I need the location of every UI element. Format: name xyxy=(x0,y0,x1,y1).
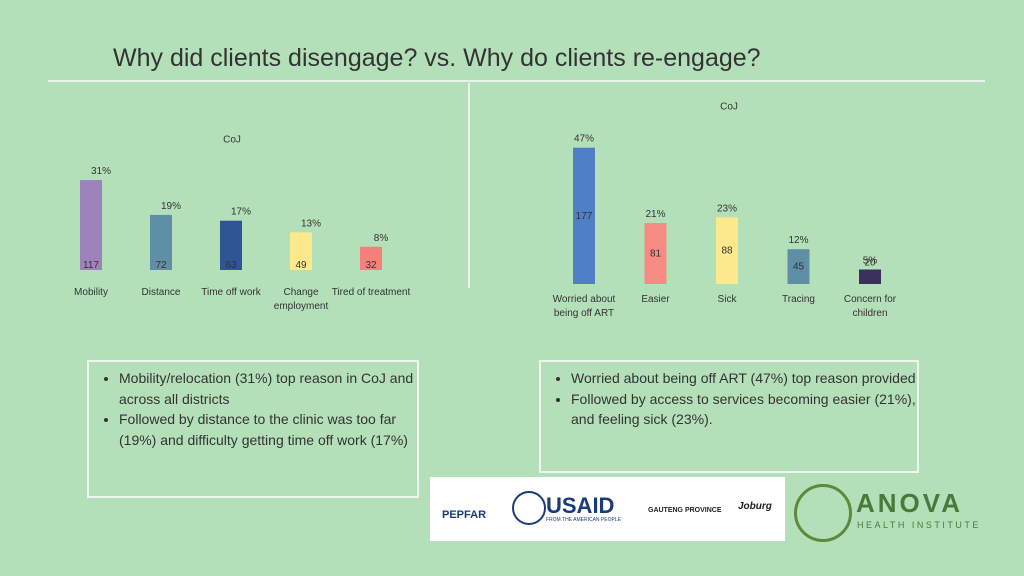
logo: GAUTENG PROVINCE xyxy=(648,507,722,514)
count-label: 117 xyxy=(83,260,99,271)
x-tick-label: Change employment xyxy=(273,287,329,312)
bullet: Followed by distance to the clinic was t… xyxy=(119,409,417,450)
logo: Joburg xyxy=(738,501,772,512)
count-label: 177 xyxy=(576,211,593,222)
bullet: Worried about being off ART (47%) top re… xyxy=(571,368,917,389)
bullet: Followed by access to services becoming … xyxy=(571,389,917,430)
count-label: 49 xyxy=(295,260,307,271)
x-tick-label: Concern for children xyxy=(843,294,897,319)
anova-emblem xyxy=(794,484,852,542)
value-label: 8% xyxy=(374,233,389,244)
bar xyxy=(360,246,382,270)
value-label: 31% xyxy=(91,166,111,177)
count-label: 32 xyxy=(365,260,377,271)
count-label: 72 xyxy=(155,260,167,271)
x-tick-label: Distance xyxy=(141,287,181,298)
note-box: Mobility/relocation (31%) top reason in … xyxy=(87,360,419,498)
bullet-list: Worried about being off ART (47%) top re… xyxy=(541,368,917,430)
divider xyxy=(468,83,470,288)
note-box: Worried about being off ART (47%) top re… xyxy=(539,360,919,473)
bar xyxy=(220,220,242,270)
logo-strip: PEPFAR USAID FROM THE AMERICAN PEOPLE GA… xyxy=(430,477,785,541)
bar xyxy=(644,223,667,284)
value-label: 13% xyxy=(301,218,321,229)
value-label: 5% xyxy=(863,256,878,267)
x-tick-label: Sick xyxy=(717,294,737,305)
logo: USAID xyxy=(546,493,615,518)
count-label: 88 xyxy=(721,246,733,257)
count-label: 63 xyxy=(225,260,237,271)
bar xyxy=(150,214,172,270)
bar xyxy=(859,269,881,284)
bullet: Mobility/relocation (31%) top reason in … xyxy=(119,368,417,409)
logo: PEPFAR xyxy=(442,509,487,521)
seal xyxy=(512,491,546,525)
x-tick-label: Tired of treatment xyxy=(331,287,411,298)
logo-text: HEALTH INSTITUTE xyxy=(857,520,981,530)
logo: ANOVA xyxy=(856,488,963,518)
divider xyxy=(48,80,985,82)
value-label: 12% xyxy=(788,235,808,246)
chart-title: CoJ xyxy=(223,135,241,146)
bar xyxy=(290,232,312,270)
value-label: 21% xyxy=(645,209,665,220)
chart-title: CoJ xyxy=(720,102,738,113)
value-label: 17% xyxy=(231,207,251,218)
bar xyxy=(787,249,810,284)
x-tick-label: Time off work xyxy=(201,287,261,298)
x-tick-label: Worried about being off ART xyxy=(552,294,616,319)
count-label: 45 xyxy=(793,262,805,273)
x-tick-label: Mobility xyxy=(74,287,108,298)
x-tick-label: Easier xyxy=(641,294,670,305)
bar xyxy=(716,217,738,284)
slide-title: Why did clients disengage? vs. Why do cl… xyxy=(113,44,761,72)
value-label: 19% xyxy=(161,201,181,212)
logo-text: FROM THE AMERICAN PEOPLE xyxy=(546,517,621,523)
value-label: 47% xyxy=(574,134,594,145)
count-label: 20 xyxy=(864,258,876,269)
bullet-list: Mobility/relocation (31%) top reason in … xyxy=(89,368,417,450)
x-tick-label: Tracing xyxy=(782,294,815,305)
value-label: 23% xyxy=(717,203,737,214)
bar xyxy=(80,180,102,270)
count-label: 81 xyxy=(650,249,662,260)
bar xyxy=(573,147,595,284)
